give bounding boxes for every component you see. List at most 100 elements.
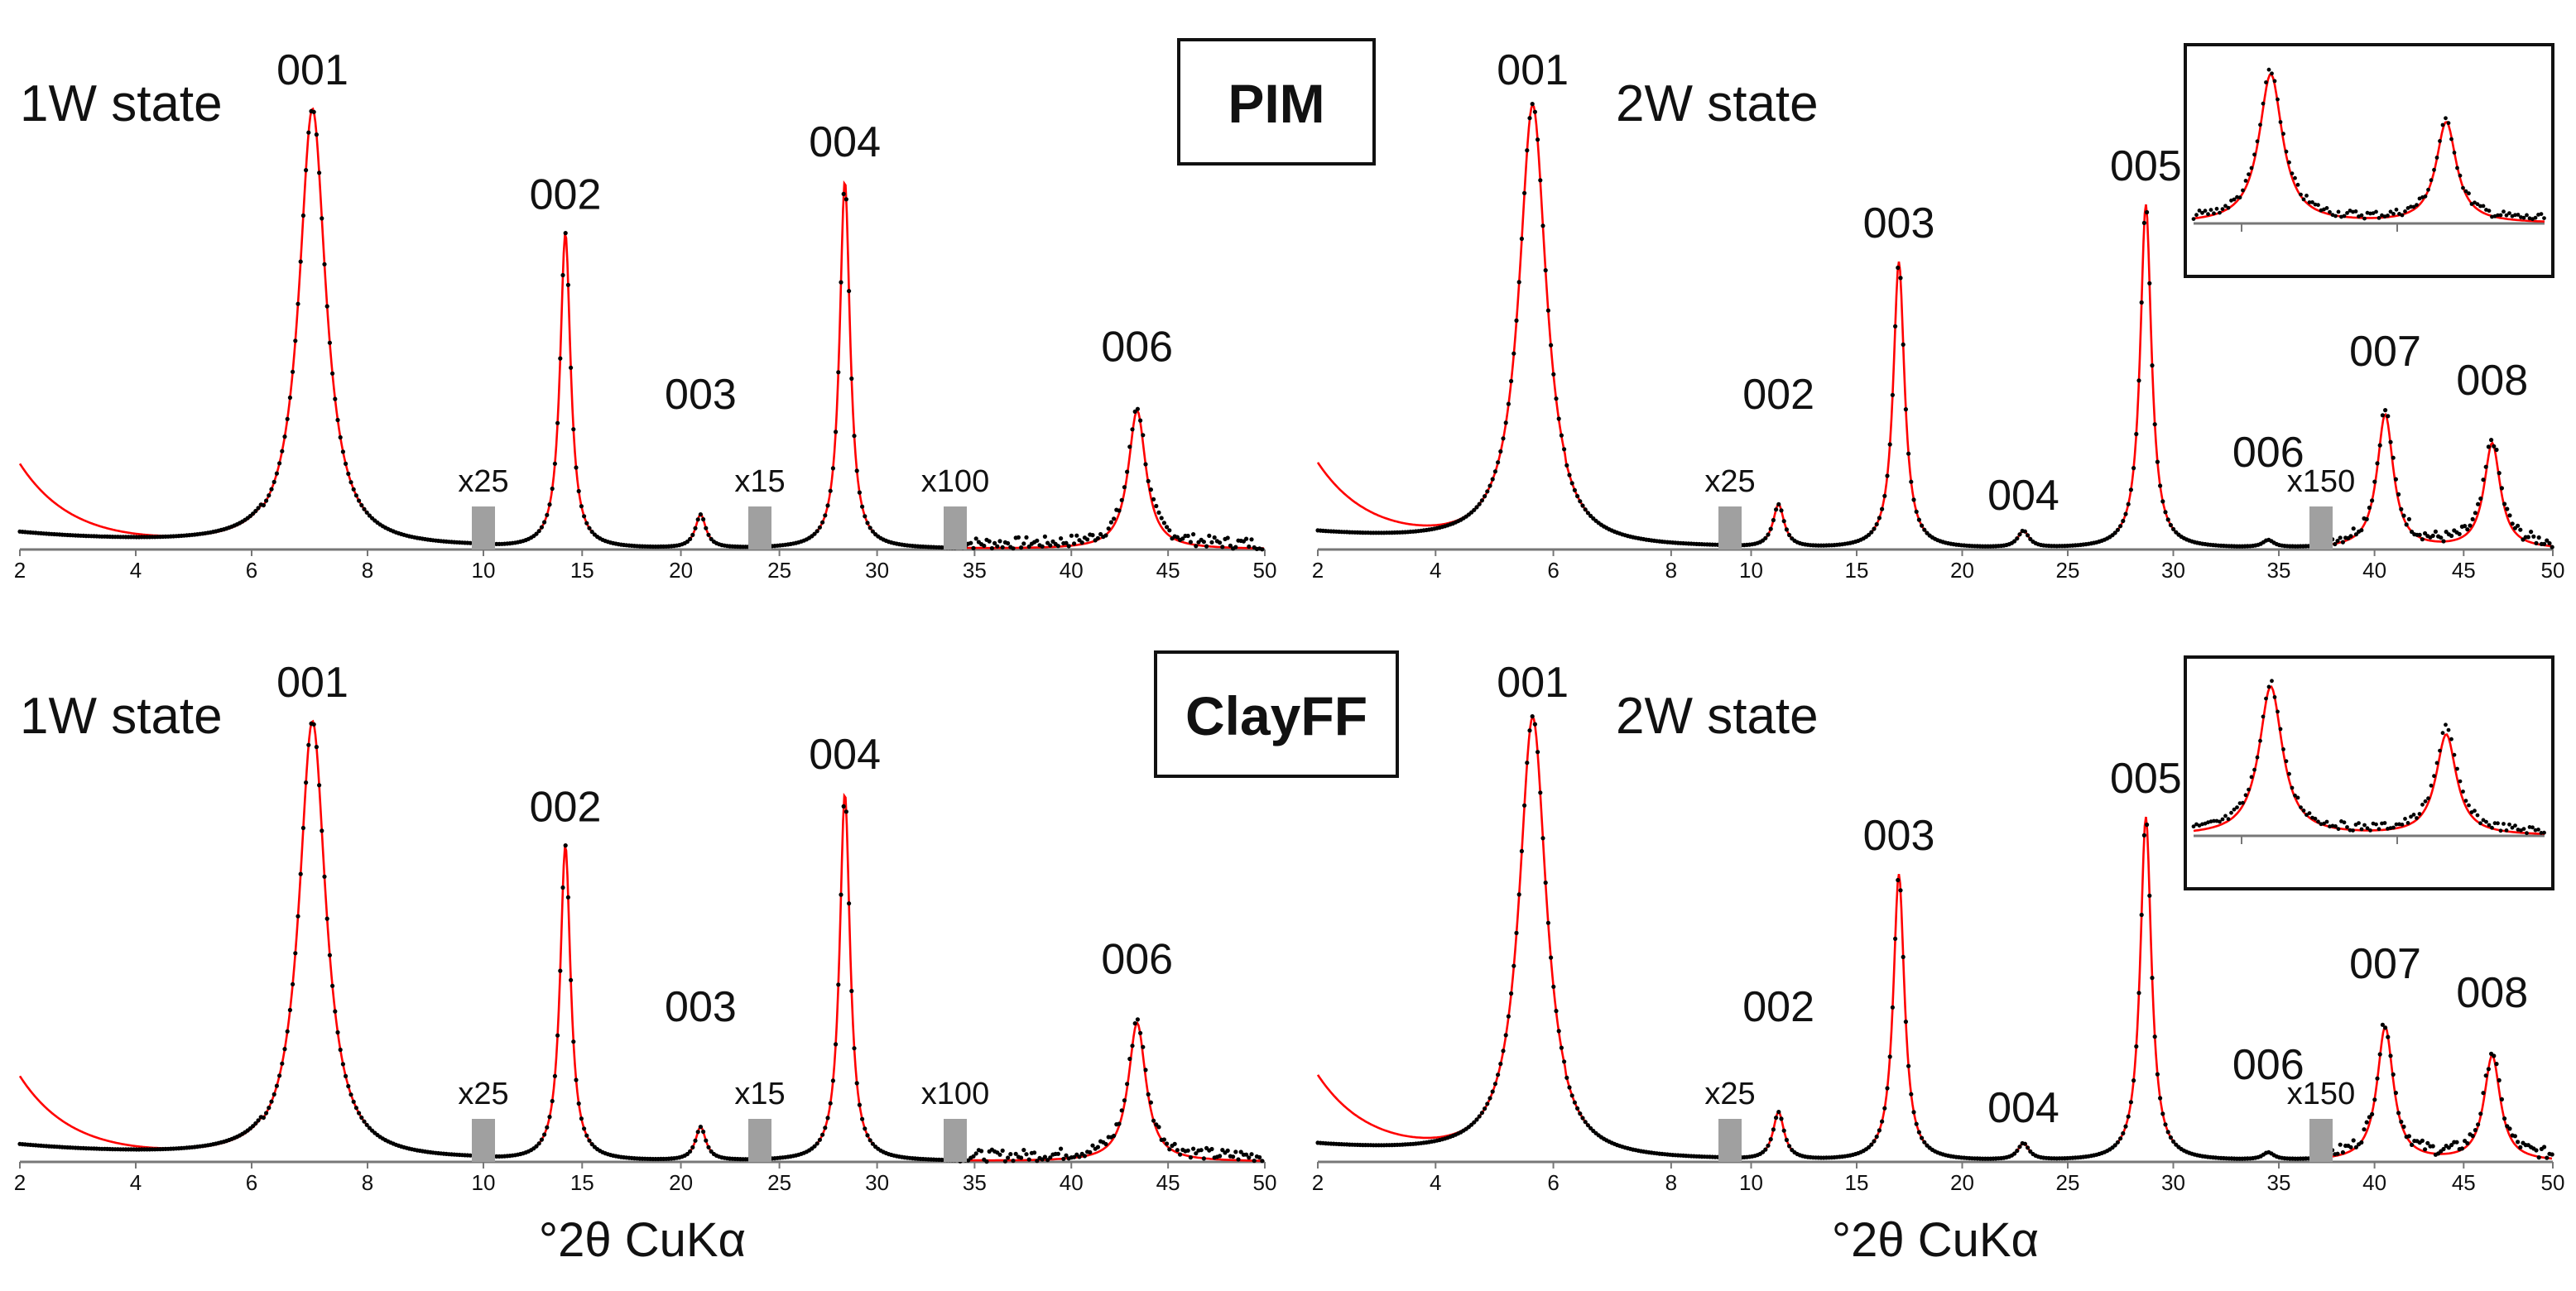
- inset-point: [2429, 783, 2434, 788]
- experimental-point: [1559, 1045, 1564, 1050]
- experimental-point: [823, 513, 828, 518]
- inset-point: [2281, 747, 2285, 751]
- experimental-point: [1069, 533, 1074, 538]
- inset-point: [2527, 825, 2532, 829]
- experimental-point: [1035, 538, 1040, 543]
- inset-point: [2386, 214, 2390, 218]
- experimental-point: [1920, 523, 1925, 528]
- scale-break-marker: [944, 1119, 967, 1162]
- experimental-point: [997, 1152, 1002, 1157]
- inset-point: [2475, 202, 2480, 207]
- experimental-point: [579, 504, 584, 509]
- experimental-point: [1006, 1155, 1011, 1160]
- inset-point: [2333, 214, 2338, 218]
- x-tick-label: 20: [669, 558, 693, 583]
- experimental-point: [2478, 496, 2483, 502]
- inset-point: [2191, 824, 2196, 829]
- inset-point: [2521, 827, 2526, 831]
- experimental-point: [1002, 1159, 1007, 1164]
- experimental-point: [322, 262, 327, 266]
- x-tick-label: 20: [1950, 558, 1974, 583]
- experimental-point: [863, 514, 867, 519]
- inset-point: [2467, 191, 2471, 196]
- experimental-point: [2163, 1122, 2168, 1127]
- inset-point: [2473, 200, 2477, 205]
- inset-point: [2446, 121, 2451, 126]
- inset-point: [2270, 71, 2274, 76]
- experimental-point: [690, 1145, 695, 1149]
- experimental-point: [1209, 540, 1214, 545]
- experimental-point: [2459, 1146, 2464, 1151]
- experimental-point: [2510, 521, 2515, 526]
- experimental-point: [1011, 546, 1016, 551]
- experimental-point: [338, 1047, 343, 1053]
- inset-point: [2287, 160, 2291, 165]
- experimental-point: [867, 1138, 872, 1143]
- experimental-point: [282, 1047, 287, 1052]
- experimental-point: [1511, 351, 1516, 356]
- experimental-point: [582, 514, 587, 519]
- experimental-point: [280, 1061, 285, 1066]
- experimental-point: [1148, 1100, 1153, 1105]
- experimental-point: [2165, 1130, 2170, 1135]
- x-tick-label: 40: [1060, 1170, 1084, 1195]
- inset-point: [2197, 209, 2202, 213]
- experimental-point: [1768, 526, 1773, 531]
- inset-point: [2226, 817, 2231, 822]
- experimental-point: [2370, 1111, 2375, 1116]
- experimental-point: [1766, 532, 1771, 537]
- experimental-point: [1779, 508, 1784, 513]
- inset-point: [2345, 211, 2349, 215]
- inset-point: [2455, 166, 2459, 170]
- experimental-point: [704, 526, 709, 530]
- experimental-point: [1019, 545, 1024, 550]
- experimental-point: [280, 449, 285, 454]
- inset-point: [2473, 809, 2477, 813]
- experimental-point: [1016, 535, 1021, 540]
- experimental-point: [2150, 363, 2155, 368]
- x-tick-label: 8: [1665, 1170, 1677, 1195]
- inset-point: [2434, 761, 2439, 765]
- inset-point: [2368, 211, 2372, 216]
- experimental-point: [2136, 991, 2141, 996]
- experimental-point: [1151, 1118, 1156, 1123]
- inset-point: [2461, 789, 2465, 794]
- experimental-point: [1483, 494, 1487, 499]
- experimental-point: [1059, 1146, 1064, 1151]
- experimental-point: [1260, 1159, 1265, 1164]
- experimental-point: [2377, 443, 2382, 448]
- experimental-point: [1024, 535, 1029, 540]
- experimental-point: [1130, 427, 1135, 432]
- experimental-point: [335, 417, 340, 423]
- experimental-point: [2017, 1145, 2022, 1149]
- inset-point: [2382, 821, 2387, 825]
- experimental-point: [1218, 540, 1223, 545]
- experimental-point: [1479, 1111, 1484, 1116]
- experimental-point: [1492, 469, 1497, 474]
- experimental-point: [2126, 502, 2131, 506]
- experimental-point: [2168, 1135, 2173, 1140]
- experimental-point: [2012, 539, 2017, 544]
- state-label: 1W state: [20, 75, 223, 132]
- inset-point: [2278, 120, 2283, 124]
- inset-point: [2359, 213, 2364, 218]
- experimental-point: [2134, 1044, 2139, 1049]
- inset-point: [2208, 208, 2213, 212]
- experimental-point: [2492, 1053, 2497, 1058]
- experimental-point: [1877, 1128, 1882, 1133]
- inset-point: [2438, 139, 2442, 143]
- experimental-point: [251, 1124, 256, 1129]
- experimental-point: [2473, 1128, 2477, 1133]
- experimental-point: [1554, 1009, 1559, 1014]
- experimental-point: [1125, 469, 1130, 474]
- inset-point: [2307, 811, 2312, 815]
- inset-point: [2377, 216, 2381, 220]
- inset-point: [2324, 206, 2329, 210]
- inset-point: [2478, 821, 2482, 826]
- inset-point: [2255, 755, 2260, 760]
- inset-point: [2426, 796, 2430, 801]
- experimental-point: [834, 430, 839, 434]
- experimental-point: [1138, 418, 1143, 423]
- experimental-point: [1103, 1141, 1108, 1147]
- inset-point: [2353, 209, 2358, 214]
